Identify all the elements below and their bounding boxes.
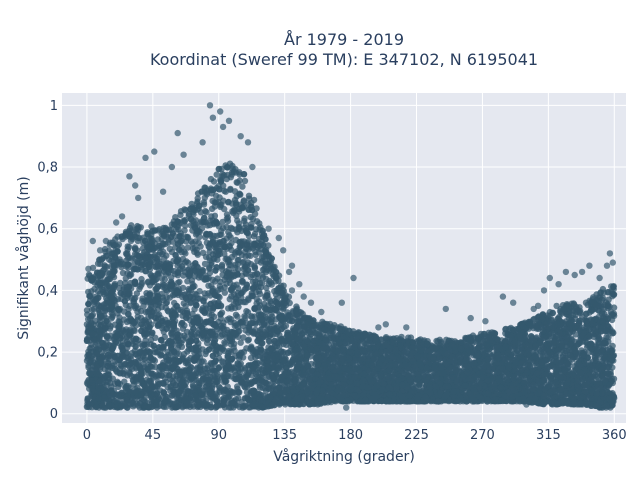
data-point	[101, 266, 108, 273]
data-point	[233, 212, 240, 219]
data-point	[234, 360, 241, 367]
data-point	[201, 260, 209, 268]
data-point	[119, 269, 127, 277]
data-point	[121, 378, 128, 385]
data-point	[382, 334, 390, 341]
data-point	[257, 259, 265, 266]
data-point	[221, 187, 228, 194]
data-point	[213, 171, 220, 178]
data-point	[241, 177, 249, 185]
data-point	[234, 179, 241, 186]
data-point	[179, 284, 187, 292]
data-point	[166, 245, 173, 252]
data-point	[221, 250, 228, 258]
data-point	[117, 261, 125, 268]
data-point	[239, 183, 246, 190]
data-point	[111, 280, 119, 288]
data-point	[240, 334, 247, 341]
data-point	[199, 249, 207, 256]
data-point	[206, 265, 213, 272]
data-point	[582, 299, 590, 306]
data-point	[194, 195, 201, 202]
data-point	[131, 327, 138, 334]
data-point	[256, 290, 264, 298]
data-point	[180, 300, 187, 307]
data-point	[245, 192, 253, 199]
data-points	[83, 102, 618, 411]
data-point	[252, 248, 259, 255]
